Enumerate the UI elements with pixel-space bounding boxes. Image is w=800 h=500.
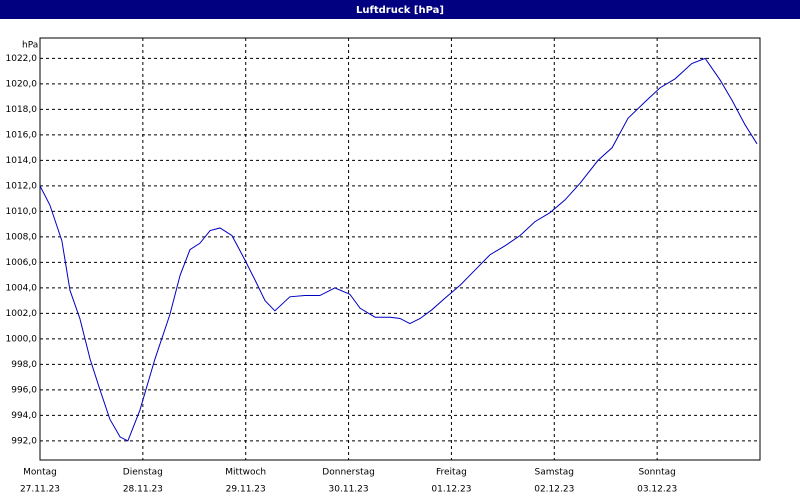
plot-area	[39, 37, 761, 461]
y-tick-label: 1016,0	[6, 130, 38, 140]
x-tick-label: Samstag	[535, 468, 574, 478]
x-tick-label: Freitag	[436, 468, 467, 478]
x-tick-label: Dienstag	[123, 468, 163, 478]
y-tick-label: 1012,0	[6, 181, 38, 191]
x-tick-label: Donnerstag	[322, 468, 375, 478]
x-tick-date: 02.12.23	[534, 485, 574, 495]
y-unit: hPa	[22, 41, 38, 51]
y-tick-label: 1006,0	[6, 258, 38, 268]
y-tick-label: 992,0	[11, 436, 37, 446]
x-tick-date: 28.11.23	[123, 485, 163, 495]
y-tick-label: 1004,0	[6, 283, 38, 293]
y-tick-label: 1022,0	[6, 54, 38, 64]
y-tick-label: 1018,0	[6, 105, 38, 115]
y-tick-label: 1020,0	[6, 79, 38, 89]
y-tick-label: 1008,0	[6, 232, 38, 242]
x-tick-label: Sonntag	[638, 468, 675, 478]
chart-title: Luftdruck [hPa]	[356, 5, 444, 16]
y-tick-label: 1014,0	[6, 156, 38, 166]
x-tick-date: 29.11.23	[226, 485, 266, 495]
y-tick-label: 996,0	[11, 385, 37, 395]
y-tick-label: 994,0	[11, 411, 37, 421]
x-tick-date: 01.12.23	[431, 485, 471, 495]
x-tick-date: 03.12.23	[637, 485, 677, 495]
y-tick-label: 998,0	[11, 360, 37, 370]
x-tick-date: 30.11.23	[329, 485, 369, 495]
x-tick-date: 27.11.23	[20, 485, 60, 495]
x-tick-label: Montag	[23, 468, 57, 478]
y-tick-label: 1000,0	[6, 334, 38, 344]
x-tick-label: Mittwoch	[225, 468, 266, 478]
y-tick-label: 1002,0	[6, 309, 38, 319]
y-tick-label: 1010,0	[6, 207, 38, 217]
line-series	[39, 57, 758, 442]
title-bar	[0, 0, 800, 19]
